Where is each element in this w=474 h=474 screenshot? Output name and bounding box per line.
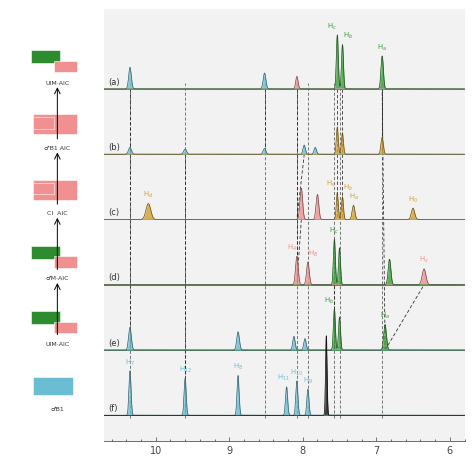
Text: H$_a$: H$_a$ [377,42,387,53]
Text: H$_B$: H$_B$ [308,248,318,259]
Bar [31,311,61,325]
Bar [54,322,77,333]
Text: H$_9$: H$_9$ [303,375,313,386]
Text: H$_{11}$: H$_{11}$ [277,374,290,383]
Text: (a): (a) [108,78,119,87]
Bar [31,246,61,259]
Text: H$_c$: H$_c$ [327,21,337,32]
Text: (f): (f) [108,404,118,413]
Text: H$_c$: H$_c$ [327,179,337,189]
Bar [33,180,77,200]
Text: (c): (c) [108,208,119,217]
Text: H$_8$: H$_8$ [233,362,243,372]
Text: H$_{12}$: H$_{12}$ [179,365,191,375]
Text: H$_b$: H$_b$ [343,31,353,41]
Text: H$_z$: H$_z$ [419,255,429,265]
Text: UIM·AIC: UIM·AIC [45,342,70,346]
Text: H$_A$: H$_A$ [287,243,297,253]
Bar [33,377,73,395]
Text: H$_b$: H$_b$ [343,183,354,193]
Text: (d): (d) [108,273,120,283]
Text: ♂M·AIC: ♂M·AIC [46,276,69,282]
Bar [54,256,77,268]
Text: H$_c$: H$_c$ [329,226,339,236]
Text: (e): (e) [108,339,120,348]
Text: ♂B1 AIC: ♂B1 AIC [44,146,71,151]
Text: (b): (b) [108,143,120,152]
Bar [33,118,54,128]
Text: H$_a$: H$_a$ [380,311,390,321]
Bar [31,50,61,64]
Text: UIM·AIC: UIM·AIC [45,81,70,85]
Text: Cl  AIC: Cl AIC [47,211,68,216]
Text: H$_0$: H$_0$ [408,194,418,205]
Bar [33,182,54,194]
Bar [33,115,77,134]
Text: H$_a$: H$_a$ [348,191,358,202]
Text: H$_{10}$: H$_{10}$ [290,368,303,378]
Text: H$_d$: H$_d$ [143,190,154,200]
Bar [54,61,77,72]
Text: H$_7$: H$_7$ [125,357,135,368]
Text: ♂B1: ♂B1 [50,407,64,412]
Text: H$_b$: H$_b$ [324,296,334,306]
